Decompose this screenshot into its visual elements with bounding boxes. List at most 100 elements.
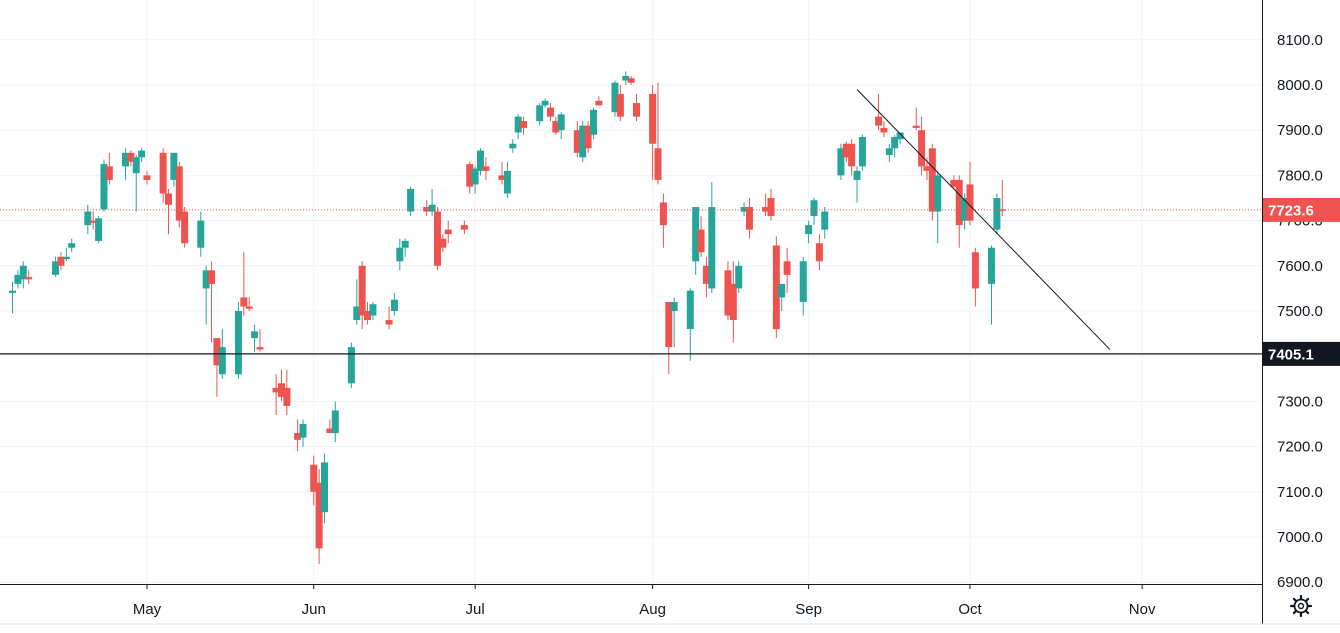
- price-axis[interactable]: 6900.07000.07100.07200.07300.07400.07500…: [1262, 0, 1323, 624]
- candle[interactable]: [579, 121, 587, 162]
- candle[interactable]: [745, 198, 753, 239]
- candle[interactable]: [692, 207, 700, 275]
- candle[interactable]: [9, 281, 17, 314]
- candle[interactable]: [57, 252, 65, 271]
- candle[interactable]: [928, 143, 936, 221]
- candle[interactable]: [245, 297, 253, 311]
- candle[interactable]: [331, 401, 339, 443]
- candle[interactable]: [778, 283, 786, 311]
- candle[interactable]: [240, 252, 248, 316]
- candle[interactable]: [165, 188, 173, 235]
- candle[interactable]: [14, 270, 22, 289]
- candle[interactable]: [702, 256, 710, 298]
- time-axis[interactable]: May Jun Jul Aug Sep Oct Nov: [0, 584, 1340, 625]
- candle[interactable]: [654, 82, 662, 185]
- candle[interactable]: [724, 261, 732, 321]
- candle[interactable]: [439, 234, 447, 253]
- candle[interactable]: [466, 161, 474, 194]
- candle[interactable]: [729, 261, 737, 343]
- candle[interactable]: [19, 261, 27, 289]
- candle[interactable]: [934, 170, 942, 244]
- candle[interactable]: [686, 288, 694, 361]
- candle[interactable]: [805, 220, 813, 244]
- candle[interactable]: [175, 161, 183, 228]
- candle[interactable]: [299, 419, 307, 447]
- candle[interactable]: [848, 139, 856, 176]
- candle[interactable]: [762, 193, 770, 217]
- candle[interactable]: [735, 261, 743, 293]
- candle[interactable]: [213, 338, 221, 397]
- candle[interactable]: [272, 374, 280, 415]
- candle[interactable]: [595, 96, 603, 106]
- candle[interactable]: [632, 94, 640, 122]
- candle[interactable]: [708, 182, 716, 293]
- candle[interactable]: [256, 329, 264, 352]
- candle[interactable]: [347, 342, 355, 388]
- candle[interactable]: [127, 150, 135, 167]
- candle[interactable]: [277, 369, 285, 402]
- candle[interactable]: [584, 121, 592, 153]
- candle[interactable]: [477, 148, 485, 176]
- candle[interactable]: [407, 186, 415, 217]
- candle[interactable]: [503, 161, 511, 198]
- candle[interactable]: [423, 200, 431, 217]
- candle[interactable]: [622, 71, 630, 85]
- candle[interactable]: [498, 161, 506, 185]
- candle[interactable]: [589, 107, 597, 140]
- candle[interactable]: [659, 193, 667, 248]
- candle[interactable]: [520, 116, 528, 135]
- candle[interactable]: [912, 107, 920, 131]
- candle[interactable]: [482, 157, 490, 180]
- candle[interactable]: [121, 148, 129, 180]
- candle[interactable]: [208, 261, 216, 343]
- candle[interactable]: [444, 220, 452, 244]
- candle[interactable]: [536, 103, 544, 126]
- candle[interactable]: [842, 141, 850, 162]
- candle[interactable]: [799, 256, 807, 316]
- candle[interactable]: [783, 247, 791, 293]
- candle[interactable]: [955, 175, 963, 248]
- candle[interactable]: [557, 112, 565, 140]
- candle[interactable]: [460, 220, 468, 235]
- candle[interactable]: [611, 80, 619, 117]
- candle[interactable]: [821, 207, 829, 239]
- candle[interactable]: [138, 148, 146, 162]
- candle[interactable]: [181, 207, 189, 248]
- candle[interactable]: [552, 116, 560, 135]
- candle[interactable]: [815, 234, 823, 271]
- trend-line[interactable]: [856, 89, 1111, 350]
- candle[interactable]: [326, 419, 334, 434]
- candle[interactable]: [100, 159, 108, 212]
- candle[interactable]: [880, 121, 888, 137]
- candle[interactable]: [95, 216, 103, 244]
- candle[interactable]: [159, 148, 167, 203]
- candle[interactable]: [471, 166, 479, 194]
- candle[interactable]: [62, 247, 70, 262]
- candle[interactable]: [294, 419, 302, 452]
- candle[interactable]: [772, 236, 780, 339]
- candle[interactable]: [364, 301, 372, 325]
- candle[interactable]: [105, 152, 113, 185]
- candle[interactable]: [390, 292, 398, 316]
- candle[interactable]: [885, 143, 893, 162]
- candle[interactable]: [52, 256, 60, 278]
- candle[interactable]: [993, 193, 1001, 235]
- candle[interactable]: [616, 85, 624, 122]
- candle[interactable]: [170, 152, 178, 187]
- candle[interactable]: [358, 261, 366, 330]
- candle[interactable]: [988, 245, 996, 325]
- candle[interactable]: [950, 175, 958, 189]
- candle[interactable]: [573, 121, 581, 158]
- candle[interactable]: [197, 211, 205, 257]
- candle[interactable]: [433, 207, 441, 271]
- candle[interactable]: [509, 139, 517, 153]
- candle[interactable]: [25, 270, 33, 284]
- candle[interactable]: [649, 85, 657, 180]
- candle[interactable]: [315, 469, 323, 565]
- candle[interactable]: [514, 114, 522, 140]
- candle[interactable]: [396, 238, 404, 271]
- candle[interactable]: [353, 279, 361, 325]
- candle[interactable]: [369, 301, 377, 321]
- candle[interactable]: [202, 265, 210, 325]
- candle[interactable]: [234, 301, 242, 379]
